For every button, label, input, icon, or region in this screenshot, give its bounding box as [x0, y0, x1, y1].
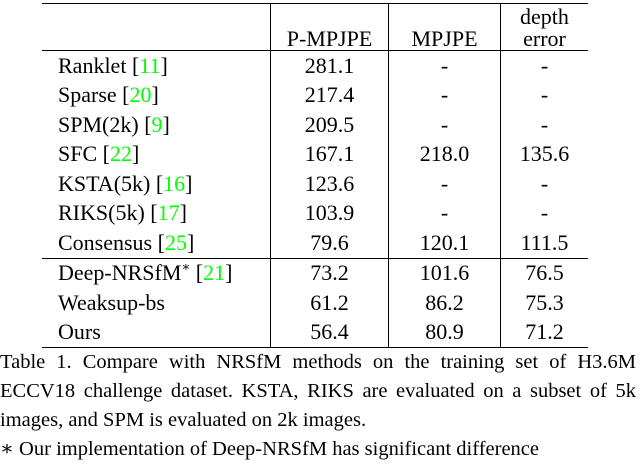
method-name: Ranklet	[58, 52, 127, 78]
citation: 20	[122, 82, 159, 107]
header-cell	[42, 3, 271, 51]
method-name: Consensus	[58, 229, 153, 255]
header-cell: MPJPE	[388, 3, 501, 51]
value-cell: 167.1	[270, 139, 389, 169]
value-cell: 217.4	[270, 80, 389, 110]
value-cell: 135.6	[519, 141, 570, 167]
method-name: SPM(2k)	[58, 111, 139, 137]
method-name: KSTA(5k)	[58, 170, 151, 196]
value-cell: -	[540, 170, 549, 196]
table-row: Weaksup-bs 61.2 86.2 75.3	[42, 288, 588, 318]
method-cell: Deep-NRSfM∗ 21	[42, 257, 271, 288]
value-cell: -	[388, 169, 501, 199]
table-row: KSTA(5k) 16123.6--	[42, 169, 588, 199]
value-cell: 61.2	[270, 288, 389, 318]
value-cell: 71.2	[500, 317, 588, 348]
value-cell: -	[540, 82, 549, 108]
method-cell: SFC 22	[42, 139, 271, 169]
method-name: Weaksup-bs	[58, 289, 165, 315]
value-cell: -	[388, 50, 501, 81]
citation: 11	[132, 53, 168, 78]
table-row: Ranklet 11281.1--	[42, 50, 588, 81]
table-row: SPM(2k) 9209.5--	[42, 110, 588, 140]
table-row: RIKS(5k) 17103.9--	[42, 198, 588, 228]
value-cell: 86.2	[388, 288, 501, 318]
method-cell: Sparse 20	[42, 80, 271, 110]
header-cell: depth error	[500, 3, 588, 51]
value-cell: -	[388, 198, 501, 228]
value-cell: 123.6	[270, 169, 389, 199]
value-cell: 111.5	[520, 229, 569, 255]
value-cell: 209.5	[270, 110, 389, 140]
value-cell: 80.9	[388, 317, 501, 348]
value-cell: -	[388, 80, 501, 110]
value-cell: 79.6	[270, 228, 389, 258]
value-cell: -	[540, 200, 549, 226]
value-cell: 75.3	[525, 289, 564, 315]
header-row: P-MPJPE MPJPE depth error	[42, 3, 588, 51]
value-cell: 218.0	[388, 139, 501, 169]
method-cell: SPM(2k) 9	[42, 110, 271, 140]
footnote-mark: ∗	[181, 259, 191, 275]
value-cell: 103.9	[270, 198, 389, 228]
citation: 21	[196, 260, 233, 285]
caption-paragraph: Table 1. Compare with NRSfM methods on t…	[0, 351, 636, 431]
method-cell: Ranklet 11	[42, 50, 271, 81]
value-cell: -	[540, 111, 549, 137]
value-cell: 120.1	[388, 228, 501, 258]
citation: 22	[103, 141, 140, 166]
method-name: Ours	[58, 319, 101, 345]
method-name: SFC	[58, 141, 98, 167]
caption-paragraph: ∗ Our implementation of Deep-NRSfM has s…	[0, 438, 540, 460]
caption: Table 1. Compare with NRSfM methods on t…	[0, 348, 636, 464]
method-cell: Weaksup-bs	[42, 288, 271, 318]
table-row: Ours 56.4 80.9 71.2	[42, 317, 588, 348]
method-name: Deep-NRSfM	[58, 260, 182, 286]
header-cell: P-MPJPE	[270, 3, 389, 51]
citation: 25	[158, 230, 195, 255]
citation: 9	[144, 112, 170, 137]
value-cell: 281.1	[270, 50, 389, 81]
method-cell: KSTA(5k) 16	[42, 169, 271, 199]
citation: 17	[150, 200, 187, 225]
citation: 16	[156, 171, 193, 196]
value-cell: 56.4	[270, 317, 389, 348]
value-cell: 73.2	[270, 257, 389, 288]
method-cell: RIKS(5k) 17	[42, 198, 271, 228]
method-name: RIKS(5k)	[58, 200, 145, 226]
value-cell: 101.6	[388, 257, 501, 288]
value-cell: 76.5	[500, 257, 588, 288]
value-cell: -	[388, 110, 501, 140]
method-cell: Consensus 25	[42, 228, 271, 258]
table-row: Sparse 20217.4--	[42, 80, 588, 110]
value-cell: -	[540, 52, 549, 78]
method-cell: Ours	[42, 317, 271, 348]
method-name: Sparse	[58, 82, 117, 108]
